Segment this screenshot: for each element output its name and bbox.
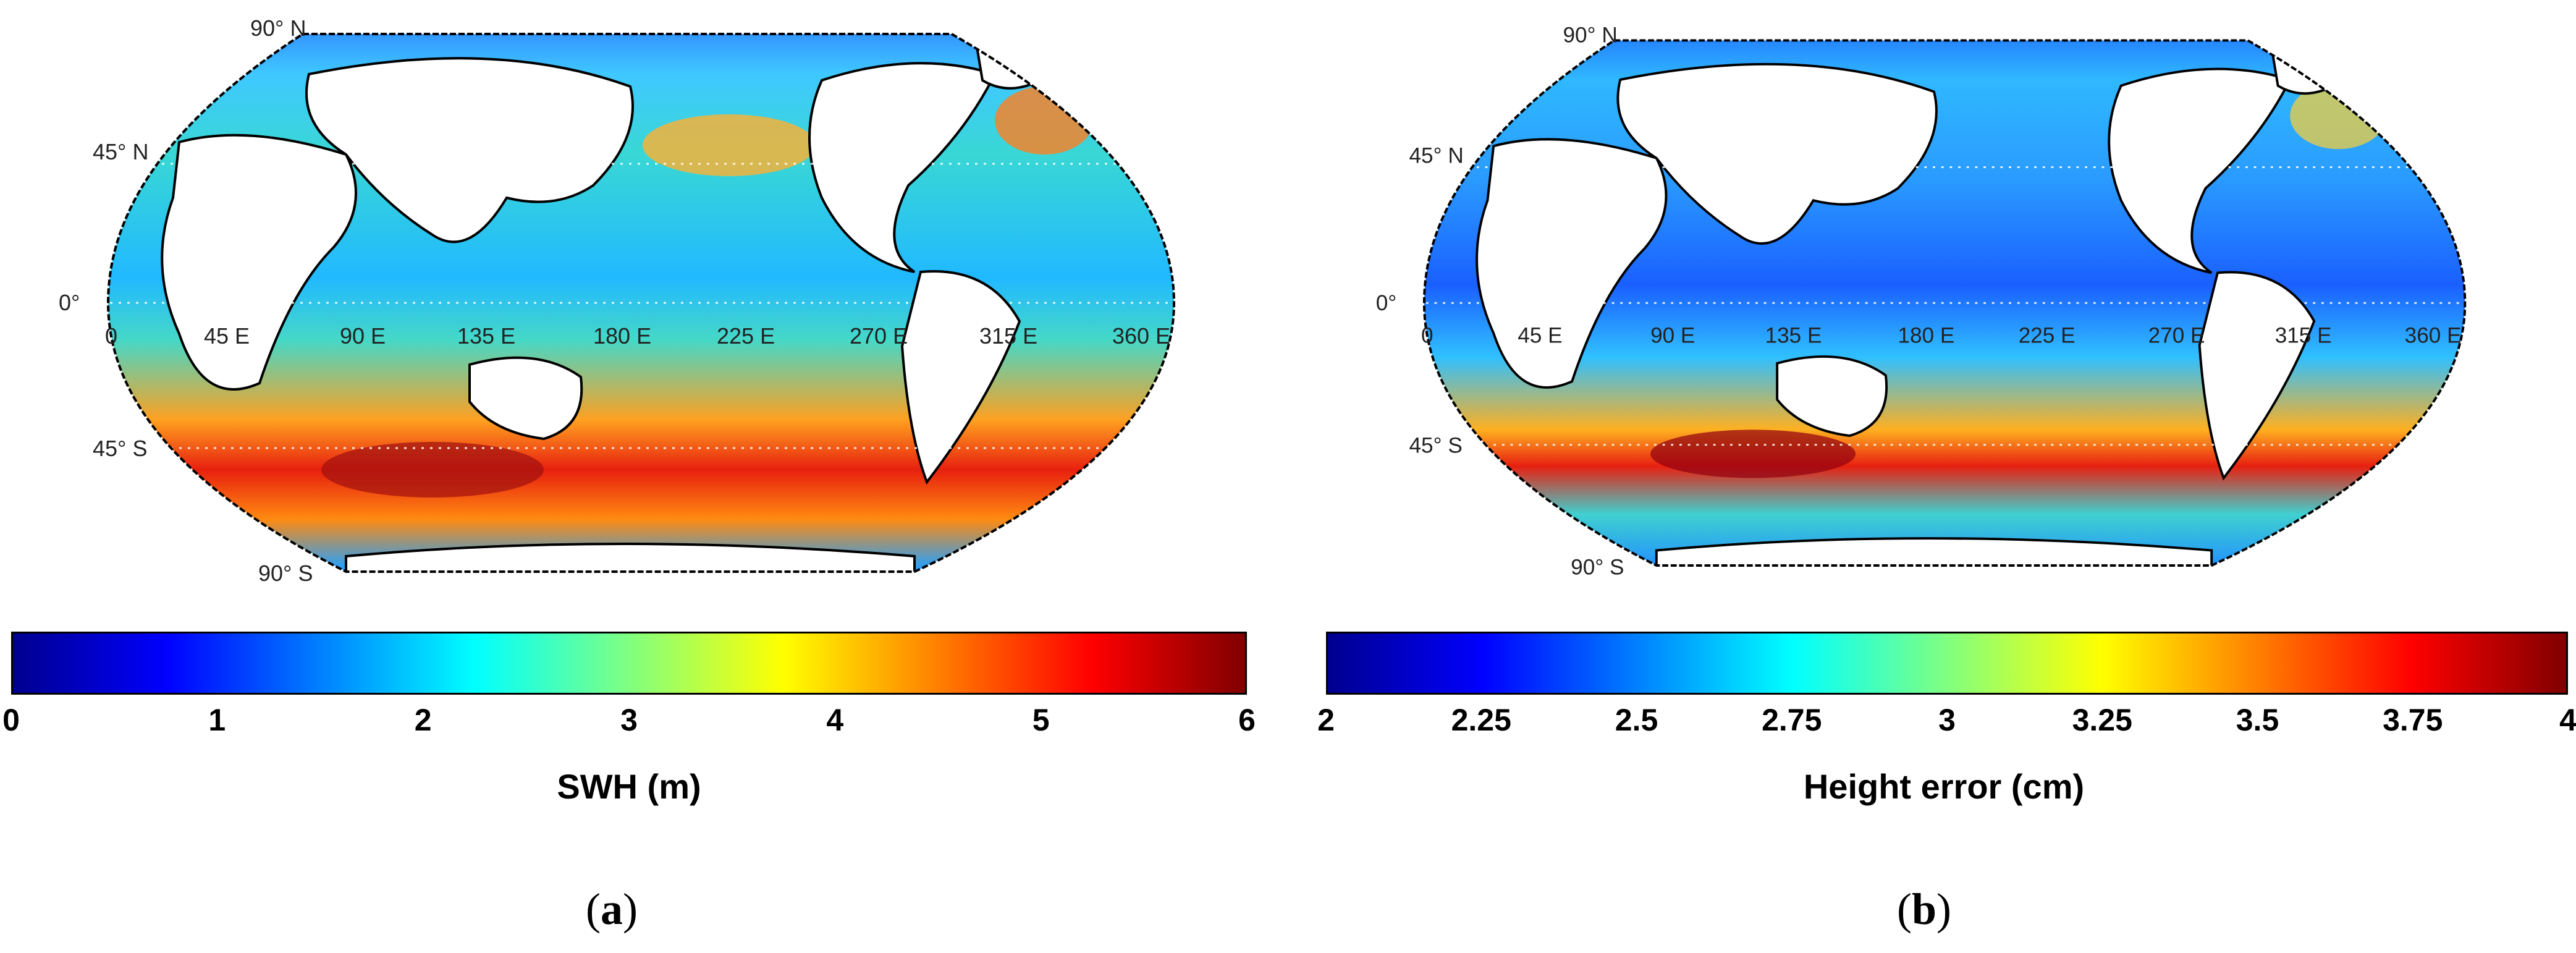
panel-caption-a: (a) — [586, 884, 638, 934]
height-error-map: 90° N 45° N 0° 45° S 90° S 0 45 E 90 E 1… — [1376, 23, 2467, 580]
lon-label-90e: 90 E — [340, 323, 386, 349]
colorbar-tick: 6 — [1238, 703, 1256, 737]
colorbar-tick: 2.5 — [1615, 703, 1658, 737]
colorbar-tick: 3 — [620, 703, 638, 737]
lon-label-180e: 180 E — [593, 323, 651, 349]
lon-label-225e: 225 E — [717, 323, 775, 349]
map-frame — [1422, 39, 2467, 567]
colorbar-tick: 2 — [1317, 703, 1335, 737]
lon-label-360e: 360 E — [2405, 324, 2462, 348]
swh-colorbar-label: SWH (m) — [557, 767, 701, 806]
lat-label-45s: 45° S — [1409, 433, 1462, 457]
panel-a: 90° N 45° N 0° 45° S 90° S 0 45 E 90 E 1… — [2, 15, 1256, 934]
lon-label-90e: 90 E — [1650, 324, 1695, 348]
colorbar-tick: 3.25 — [2072, 703, 2132, 737]
lat-label-45n: 45° N — [1409, 144, 1463, 168]
colorbar-tick: 3.5 — [2236, 703, 2279, 737]
panel-b: 90° N 45° N 0° 45° S 90° S 0 45 E 90 E 1… — [1317, 0, 2576, 953]
lon-label-0: 0 — [1421, 324, 1434, 348]
colorbar-tick: 1 — [208, 703, 226, 737]
lon-label-315e: 315 E — [979, 323, 1037, 349]
height-error-colorbar — [1326, 632, 2568, 695]
colorbar-tick: 3.75 — [2383, 703, 2443, 737]
lat-label-0: 0° — [1376, 291, 1397, 315]
lon-label-0: 0 — [105, 323, 117, 349]
lon-label-135e: 135 E — [1765, 324, 1822, 348]
colorbar-tick: 5 — [1032, 703, 1050, 737]
continents — [161, 41, 1052, 572]
lon-label-180e: 180 E — [1898, 324, 1954, 348]
lon-label-270e: 270 E — [2148, 324, 2205, 348]
lon-label-270e: 270 E — [850, 323, 908, 349]
colorbar-tick: 4 — [2559, 703, 2576, 737]
lat-label-90n: 90° N — [250, 15, 306, 41]
ocean-field — [1424, 40, 2465, 566]
panel-caption-b: (b) — [1896, 884, 1952, 934]
lon-label-45e: 45 E — [204, 323, 250, 349]
colorbar-tick: 2.25 — [1451, 703, 1511, 737]
ocean-field — [108, 34, 1174, 572]
lat-label-90s: 90° S — [258, 561, 313, 586]
height-error-colorbar-label: Height error (cm) — [1803, 767, 2085, 806]
colorbar-tick: 0 — [2, 703, 20, 737]
lon-label-360e: 360 E — [1112, 323, 1170, 349]
lat-label-45n: 45° N — [93, 139, 148, 164]
lon-label-135e: 135 E — [457, 323, 515, 349]
continents — [1476, 47, 2346, 566]
colorbar-tick: 4 — [826, 703, 844, 737]
swh-map: 90° N 45° N 0° 45° S 90° S 0 45 E 90 E 1… — [59, 15, 1176, 586]
colorbar-tick: 2.75 — [1762, 703, 1822, 737]
lon-label-315e: 315 E — [2275, 324, 2332, 348]
lat-label-90n: 90° N — [1563, 23, 1617, 47]
lat-label-0: 0° — [59, 290, 80, 315]
lat-label-90s: 90° S — [1571, 556, 1624, 580]
lat-label-45s: 45° S — [93, 436, 147, 461]
swh-colorbar — [11, 632, 1247, 695]
lon-label-225e: 225 E — [2019, 324, 2076, 348]
colorbar-tick: 2 — [414, 703, 432, 737]
lon-label-45e: 45 E — [1518, 324, 1562, 348]
map-frame — [106, 33, 1176, 573]
colorbar-tick: 3 — [1938, 703, 1956, 737]
